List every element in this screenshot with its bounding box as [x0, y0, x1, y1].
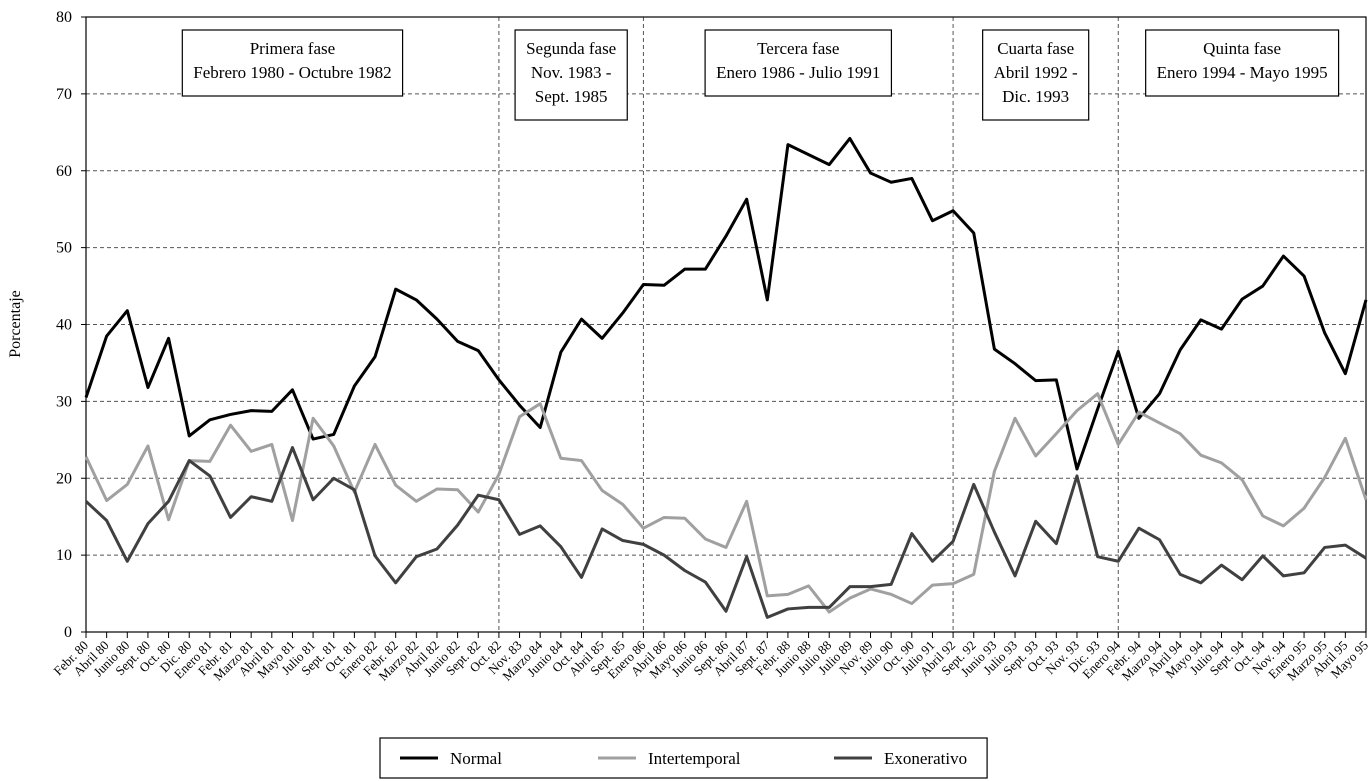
legend-label: Intertemporal: [648, 749, 741, 768]
phase-text: Segunda fase: [526, 39, 616, 58]
y-tick-label: 10: [56, 547, 72, 564]
phase-text: Nov. 1983 -: [531, 63, 612, 82]
legend: Normal Intertemporal Exonerativo: [379, 737, 988, 779]
y-tick-label: 80: [56, 9, 72, 26]
phase-text: Febrero 1980 - Octubre 1982: [193, 63, 391, 82]
phase-text: Dic. 1993: [1002, 87, 1069, 106]
phase-frame: [704, 29, 893, 97]
phase-box: Cuarta fase Abril 1992 - Dic. 1993: [982, 29, 1090, 121]
phase-box: Tercera fase Enero 1986 - Julio 1991: [704, 29, 893, 97]
phase-text: Tercera fase: [757, 39, 839, 58]
phase-text: Enero 1994 - Mayo 1995: [1157, 63, 1328, 82]
y-tick-label: 70: [56, 86, 72, 103]
legend-label: Exonerativo: [884, 749, 967, 768]
phase-text: Abril 1992 -: [994, 63, 1078, 82]
data-line: [84, 446, 1367, 619]
y-tick-label: 20: [56, 470, 72, 487]
phase-text: Primera fase: [250, 39, 335, 58]
phase-frame: [1145, 29, 1340, 97]
phase-frame: [982, 29, 1090, 121]
data-line: [84, 136, 1368, 471]
y-tick-label: 30: [56, 393, 72, 410]
phase-box: Quinta fase Enero 1994 - Mayo 1995: [1145, 29, 1340, 97]
data-line: [84, 392, 1368, 614]
phase-box: Primera fase Febrero 1980 - Octubre 1982: [181, 29, 404, 97]
phase-frame: [181, 29, 404, 97]
phase-text: Sept. 1985: [535, 87, 608, 106]
y-tick-label: 40: [56, 317, 72, 334]
phase-text: Cuarta fase: [997, 39, 1074, 58]
phase-text: Quinta fase: [1203, 39, 1281, 58]
legend-frame: [379, 737, 988, 779]
phase-frame: [514, 29, 628, 121]
y-tick-label: 60: [56, 163, 72, 180]
phase-text: Enero 1986 - Julio 1991: [716, 63, 880, 82]
y-tick-label: 50: [56, 240, 72, 257]
phase-box: Segunda fase Nov. 1983 - Sept. 1985: [514, 29, 628, 121]
legend-label: Normal: [450, 749, 502, 768]
y-axis-label: Porcentaje: [7, 290, 24, 358]
y-tick-label: 0: [64, 624, 72, 641]
